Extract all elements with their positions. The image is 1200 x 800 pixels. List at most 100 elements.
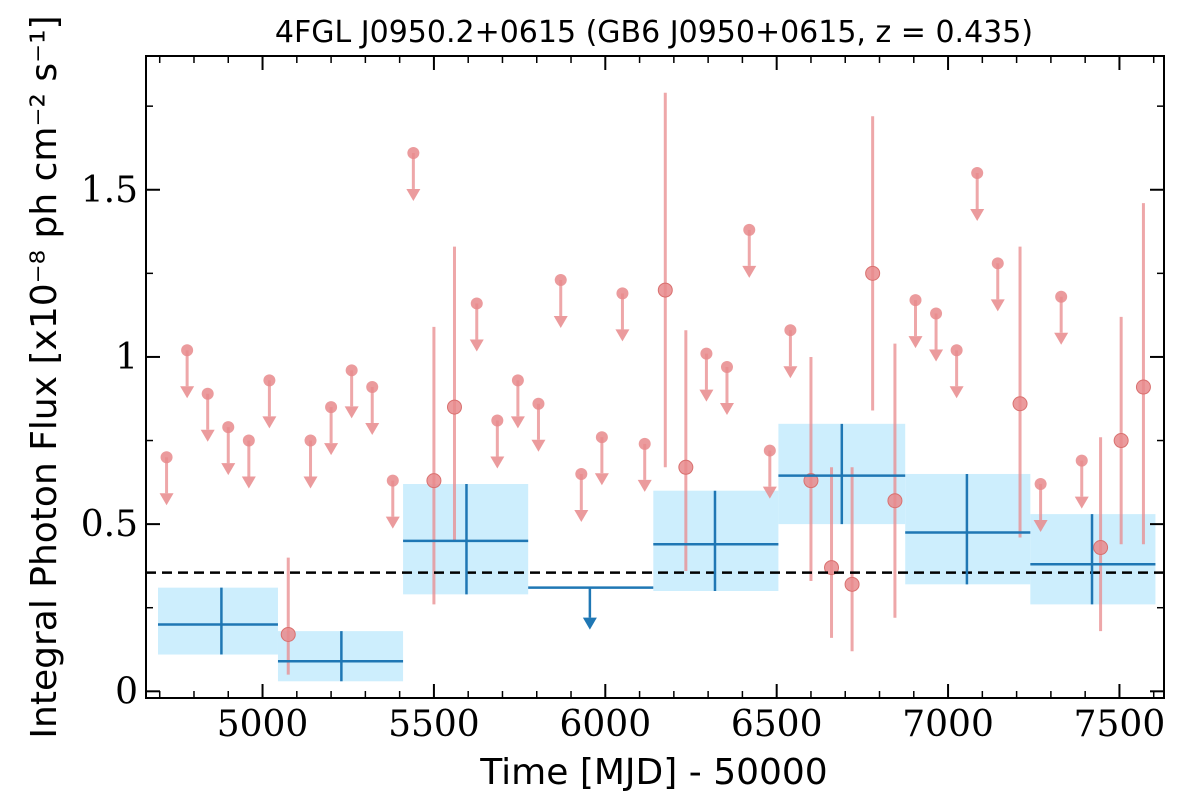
fine-bin-upper-limit-arrow (159, 493, 174, 506)
fine-bin-upper-limit-arrow (406, 188, 421, 201)
fine-bin-point (803, 473, 819, 489)
fine-bin-upper-limit-point (345, 364, 358, 377)
fine-bin-upper-limit-point (638, 437, 651, 450)
fine-bin-upper-limit-point (616, 287, 629, 300)
x-tick-label: 5000 (217, 704, 309, 745)
fine-bin-upper-limit-point (700, 347, 713, 360)
fine-bin-upper-limit-arrow (1074, 496, 1089, 509)
fine-bin-upper-limit-arrow (908, 336, 923, 349)
coarse-bin-band (157, 587, 278, 655)
fine-bin-upper-limit-point (511, 374, 524, 387)
chart-title: 4FGL J0950.2+0615 (GB6 J0950+0615, z = 0… (275, 15, 1033, 50)
fine-bin-upper-limit-point (242, 434, 255, 447)
fine-bin-upper-limit-point (222, 421, 235, 434)
fine-bin-upper-limit-arrow (221, 463, 236, 476)
fine-bin-point (1135, 379, 1151, 395)
fine-bin-upper-limit-point (554, 274, 567, 287)
fine-bin-point (1113, 433, 1129, 449)
fine-bin-upper-limit-arrow (1033, 520, 1048, 532)
fine-bin-upper-limit-arrow (594, 473, 609, 486)
fine-bin-upper-limit-point (991, 257, 1004, 270)
fine-bin-upper-limit-arrow (615, 329, 630, 342)
x-tick-label: 5500 (388, 704, 480, 745)
fine-bin-upper-limit-arrow (303, 476, 318, 489)
fine-bin-upper-limit-point (763, 444, 776, 457)
fine-bin-point (887, 493, 903, 509)
fine-bin-upper-limit-arrow (262, 416, 277, 429)
fine-bin-upper-limit-arrow (929, 349, 944, 362)
fine-bin-point (678, 459, 694, 475)
fine-bin-upper-limit-arrow (719, 402, 734, 415)
y-tick-label: 1.5 (81, 170, 138, 211)
fine-bin-upper-limit-point (532, 397, 545, 410)
fine-bin-upper-limit-point (950, 344, 963, 357)
fine-bin-point (657, 282, 673, 298)
fine-bin-point (280, 626, 296, 642)
fine-bin-upper-limit-arrow (742, 265, 757, 278)
fine-bin-upper-limit-point (181, 344, 194, 357)
fine-bin-upper-limit-arrow (762, 486, 777, 499)
fine-bin-point (1012, 396, 1028, 412)
fine-bin-upper-limit-arrow (783, 366, 798, 379)
fine-bin-upper-limit-arrow (344, 406, 359, 419)
fine-bin-upper-limit-arrow (637, 479, 652, 492)
fine-bin-upper-limit-point (575, 467, 588, 480)
fine-bin-upper-limit-point (784, 324, 797, 337)
x-tick-label: 6500 (731, 704, 823, 745)
fine-bin-upper-limit-point (325, 401, 338, 414)
fine-bin-upper-limit-point (1034, 478, 1047, 490)
fine-bin-upper-limit-point (909, 294, 922, 307)
fine-bin-upper-limit-arrow (241, 476, 256, 489)
y-tick-label: 0 (115, 671, 138, 712)
fine-bin-upper-limit-point (971, 167, 984, 180)
fine-bin-upper-limit-arrow (200, 429, 215, 442)
fine-bin-upper-limit-arrow (699, 389, 714, 402)
fine-bin-upper-limit-point (1055, 290, 1068, 303)
fine-bin-point (844, 576, 860, 592)
plot-frame (145, 55, 1165, 699)
fine-bin-upper-limit-arrow (385, 516, 400, 529)
fine-bin-upper-limit-point (470, 297, 483, 310)
fine-bin-point (824, 560, 840, 576)
fine-bin-upper-limit-point (366, 381, 379, 394)
y-tick-label: 0.5 (81, 504, 138, 545)
fine-bin-upper-limit-arrow (490, 456, 505, 469)
x-tick-label: 7500 (1074, 704, 1166, 745)
fine-bin-upper-limit-arrow (574, 509, 589, 522)
fine-bin-upper-limit-arrow (365, 423, 380, 436)
axis-ticks: 5000 5500 6000 6500 7000 7500 0 0.5 1 1.5 (81, 56, 1166, 745)
fine-bin-upper-limit-arrow (324, 443, 339, 456)
fine-bin-upper-limit-point (160, 451, 173, 464)
fine-bin-point (1093, 540, 1109, 556)
fine-bin-upper-limit-point (263, 374, 276, 387)
fine-bin-upper-limit-point (491, 414, 504, 427)
fine-bin-upper-limit-point (386, 474, 399, 487)
fine-bin-upper-limit-point (304, 434, 317, 447)
fine-bin-upper-limit-arrow (970, 209, 985, 222)
fine-bin-point (446, 399, 462, 415)
fine-bin-point (865, 265, 881, 281)
fine-bin-upper-limit-arrow (531, 439, 546, 452)
fine-bin-upper-limit-arrow (990, 299, 1005, 312)
fine-bin-upper-limit-arrow (510, 416, 525, 429)
fine-bin-upper-limit-point (720, 360, 733, 373)
plot-area (146, 92, 1164, 682)
fine-bin-upper-limit-arrow (949, 386, 964, 399)
fine-bin-upper-limit-arrow (553, 316, 568, 329)
fine-bin-upper-limit-point (407, 146, 420, 159)
fine-bin-upper-limit-arrow (1054, 332, 1069, 345)
fine-bin-upper-limit-point (1075, 454, 1088, 467)
fine-bin-upper-limit-arrow (469, 339, 484, 352)
x-tick-label: 6000 (559, 704, 651, 745)
x-axis-label: Time [MJD] - 50000 (479, 752, 827, 793)
coarse-bin-upper-limit-arrow (582, 617, 597, 630)
x-tick-label: 7000 (902, 704, 994, 745)
y-tick-label: 1 (115, 337, 138, 378)
y-axis-label: Integral Photon Flux [x10⁻⁸ ph cm⁻² s⁻¹] (24, 15, 65, 738)
fine-bin-upper-limit-point (201, 387, 214, 400)
fine-bin-upper-limit-point (743, 223, 756, 236)
fine-bin-upper-limit-arrow (180, 386, 195, 399)
fine-bin-upper-limit-point (595, 431, 608, 444)
fine-bin-upper-limit-point (930, 307, 943, 320)
